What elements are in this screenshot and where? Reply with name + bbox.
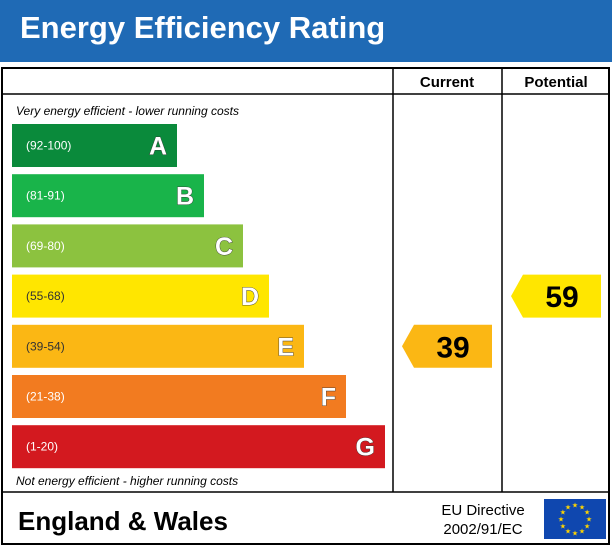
efficient-note: Very energy efficient - lower running co… [16,104,239,118]
eu-star-icon: ★ [579,503,585,511]
eu-star-icon: ★ [584,509,590,517]
band-b-letter: B [176,183,194,211]
page-title: Energy Efficiency Rating [20,10,386,45]
current-rating-value: 39 [436,331,469,364]
band-f-letter: F [321,384,336,412]
band-f-bar [12,375,346,418]
eu-star-icon: ★ [586,516,592,524]
potential-rating-value: 59 [545,281,578,314]
directive-line-1: EU Directive [441,502,524,519]
band-d-range: (55-68) [26,289,65,303]
eu-flag-field [544,499,606,539]
potential-rating-shape [511,274,601,318]
eu-star-icon: ★ [572,530,578,538]
eu-star-icon: ★ [558,516,564,524]
band-c-letter: C [215,233,233,261]
chart-frame [1,67,610,545]
current-column-header: Current [420,74,474,91]
band-g-bar [12,425,385,469]
band-b-range: (81-91) [26,189,65,203]
eu-star-icon: ★ [584,523,590,531]
band-e-letter: E [277,333,294,361]
band-a-letter: A [149,133,167,161]
header-bar: Energy Efficiency Rating [0,0,612,62]
potential-column-header: Potential [524,74,587,91]
band-b-bar [12,174,204,218]
directive-line-2: 2002/91/EC [443,521,522,538]
band-a-bar [12,124,177,167]
band-e-range: (39-54) [26,339,65,353]
band-d-bar [12,274,269,318]
potential-rating-arrow: 59 [511,274,601,318]
band-c-range: (69-80) [26,239,65,253]
energy-rating-chart: Current Potential Very energy efficient … [1,67,610,545]
eu-star-icon: ★ [572,502,578,510]
eu-star-icon: ★ [560,523,566,531]
band-c-bar [12,224,243,268]
region-label: England & Wales [18,506,228,536]
band-d-letter: D [241,283,259,311]
band-g-letter: G [356,434,375,462]
rating-bands: (92-100) A (81-91) B (69-80) C (55-68) D (39-54)… [12,124,385,469]
band-a-range: (92-100) [26,139,71,153]
inefficient-note: Not energy efficient - higher running co… [16,474,238,488]
eu-flag-stars: ★★★★★★★★★ ★ ★★ [558,502,592,538]
current-rating-shape [402,324,492,368]
eu-star-icon: ★ [565,503,571,511]
eu-star-icon: ★ [579,528,585,536]
eu-flag-icon: ★★★★★★★★★ ★ ★★ [544,499,606,539]
eu-star-icon: ★ [560,509,566,517]
band-e-bar [12,324,304,368]
current-rating-arrow: 39 [402,324,492,368]
band-f-range: (21-38) [26,390,65,404]
band-g-range: (1-20) [26,440,58,454]
eu-star-icon: ★ [565,528,571,536]
